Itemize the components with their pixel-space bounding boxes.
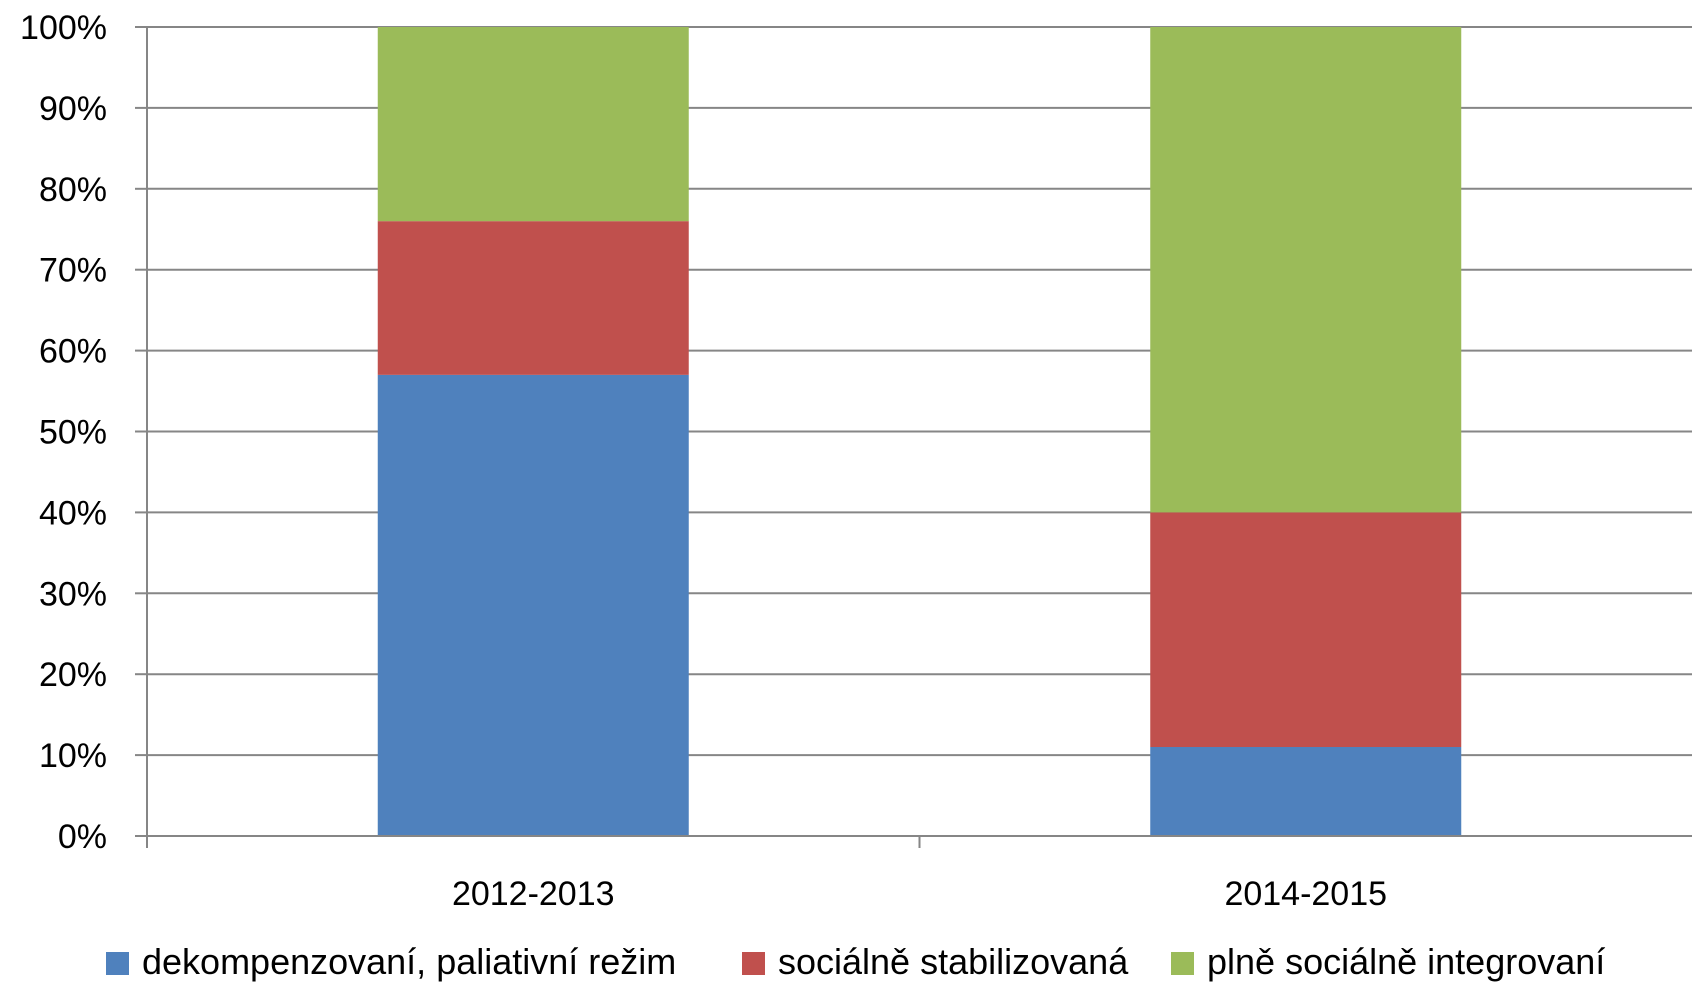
bars [377,27,1462,836]
legend-swatch [1171,952,1194,975]
y-axis-tick-label: 30% [39,575,107,613]
bar-segment-2-2012-2013 [377,221,689,375]
y-axis-tick-label: 10% [39,737,107,775]
y-axis-tick-label: 80% [39,171,107,209]
x-axis-tick-labels: 2012-2013 2014-2015 [452,875,1387,913]
legend: dekompenzovaní, paliativní režim sociálně… [106,941,1605,982]
bar-segment-3-2014-2015 [1150,27,1462,513]
y-axis-tick-label: 40% [39,494,107,532]
axes [135,26,1692,848]
y-axis-tick-label: 20% [39,656,107,694]
y-axis-tick-label: 0% [58,818,107,856]
legend-label: plně sociálně integrovaní [1207,941,1605,982]
y-axis-tick-label: 90% [39,90,107,128]
x-axis-tick-label: 2014-2015 [1224,875,1387,913]
legend-label: dekompenzovaní, paliativní režim [142,941,676,982]
bar-segment-1-2014-2015 [1150,747,1462,836]
y-axis-tick-label: 60% [39,333,107,371]
y-axis-tick-labels: 0% 10% 20% 30% 40% 50% 60% 70% 80% 90% 100% [20,9,107,856]
y-axis-tick-label: 100% [20,9,107,47]
legend-swatch [106,952,129,975]
x-axis-tick-label: 2012-2013 [452,875,615,913]
bar-segment-1-2012-2013 [377,374,689,836]
legend-label: sociálně stabilizovaná [778,941,1129,982]
y-axis-tick-label: 70% [39,252,107,290]
bar-segment-2-2014-2015 [1150,512,1462,748]
bar-segment-3-2012-2013 [377,27,689,222]
y-axis-tick-label: 50% [39,414,107,452]
legend-swatch [742,952,765,975]
